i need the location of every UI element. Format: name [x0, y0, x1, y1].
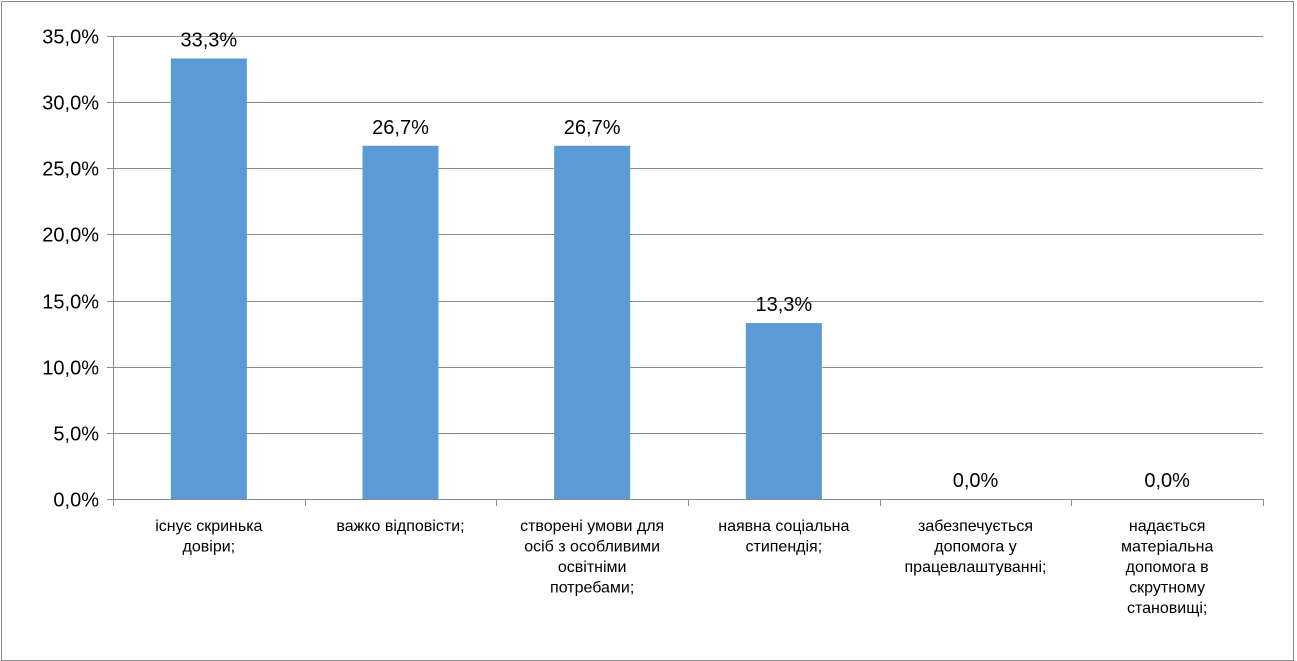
- y-tick-label: 25,0%: [42, 159, 99, 181]
- category-label-line: забезпечується: [918, 518, 1033, 535]
- category-label-line: допомога в: [1126, 559, 1209, 576]
- data-label: 26,7%: [372, 117, 429, 139]
- y-tick-label: 20,0%: [42, 225, 99, 247]
- bar: [362, 145, 439, 499]
- category-label-line: існує скринька: [155, 518, 262, 535]
- y-tick-label: 0,0%: [53, 490, 99, 512]
- category-labels: існує скринька довіри; важко відповісти; ст…: [155, 518, 1213, 617]
- category-label-line: наявна соціальна: [718, 518, 849, 535]
- category-label-line: допомога у: [934, 539, 1017, 556]
- category-label: існує скринька довіри;: [155, 518, 262, 556]
- category-label: забезпечується допомога у працевлаштуванні…: [905, 518, 1047, 576]
- y-tick-label: 5,0%: [53, 424, 99, 446]
- category-label-line: створені умови для: [520, 518, 664, 535]
- data-label: 13,3%: [755, 294, 812, 316]
- category-label-line: освітніми: [558, 559, 627, 576]
- axes: [107, 36, 1264, 506]
- category-label-line: надається: [1129, 518, 1205, 535]
- y-tick-label: 30,0%: [42, 93, 99, 115]
- category-label-line: довіри;: [183, 539, 236, 556]
- y-tick-label: 15,0%: [42, 292, 99, 314]
- category-label-line: потребами;: [550, 580, 634, 597]
- data-label: 0,0%: [1144, 470, 1190, 492]
- bars: [170, 58, 822, 499]
- category-label-line: матеріальна: [1121, 539, 1213, 556]
- bar: [554, 145, 631, 499]
- y-tick-labels: 0,0% 5,0% 10,0% 15,0% 20,0% 25,0% 30,0% 35,0%: [42, 27, 99, 512]
- bar: [170, 58, 247, 499]
- bar: [745, 323, 822, 499]
- category-label: створені умови для осіб з особливими освіт…: [520, 518, 664, 597]
- data-label: 26,7%: [564, 117, 621, 139]
- category-label-line: важко відповісти;: [336, 518, 464, 535]
- data-label: 33,3%: [180, 29, 237, 51]
- gridlines: [113, 36, 1263, 434]
- y-tick-label: 10,0%: [42, 358, 99, 380]
- category-label: надається матеріальна допомога в скрутному с…: [1121, 518, 1213, 617]
- category-label-line: становищі;: [1127, 600, 1207, 617]
- category-label-line: скрутному: [1129, 580, 1205, 597]
- category-label-line: працевлаштуванні;: [905, 559, 1047, 576]
- data-label: 0,0%: [953, 470, 999, 492]
- category-label-line: осіб з особливими: [524, 539, 660, 556]
- y-tick-label: 35,0%: [42, 27, 99, 49]
- category-label: важко відповісти;: [336, 518, 464, 535]
- category-label-line: стипендія;: [745, 539, 822, 556]
- data-labels: 33,3% 26,7% 26,7% 13,3% 0,0% 0,0%: [180, 29, 1190, 492]
- category-label: наявна соціальна стипендія;: [718, 518, 849, 556]
